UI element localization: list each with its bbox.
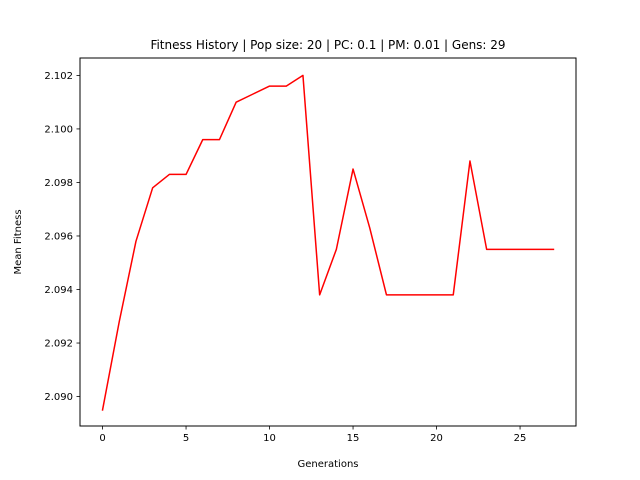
x-tick-label: 25 bbox=[514, 433, 527, 444]
y-tick-label: 2.090 bbox=[44, 392, 73, 403]
series-group bbox=[101, 74, 555, 411]
series-line bbox=[101, 74, 555, 411]
y-tick-label: 2.096 bbox=[44, 232, 73, 243]
x-axis-label: Generations bbox=[298, 459, 359, 470]
x-tick-label: 20 bbox=[430, 433, 443, 444]
x-axis-ticks: 0 5 10 15 20 25 bbox=[99, 426, 526, 444]
x-tick-label: 5 bbox=[183, 433, 189, 444]
y-axis-label: Mean Fitness bbox=[13, 209, 24, 274]
y-tick-label: 2.100 bbox=[44, 125, 73, 136]
y-tick-label: 2.102 bbox=[44, 71, 73, 82]
y-axis-ticks: 2.090 2.092 2.094 2.096 2.098 2.100 2.102 bbox=[44, 71, 80, 403]
x-tick-label: 0 bbox=[99, 433, 105, 444]
y-tick-label: 2.092 bbox=[44, 339, 73, 350]
x-tick-label: 15 bbox=[347, 433, 360, 444]
y-tick-label: 2.098 bbox=[44, 178, 73, 189]
plot-area bbox=[79, 57, 577, 427]
y-tick-label: 2.094 bbox=[44, 285, 73, 296]
axes-frame bbox=[79, 57, 577, 427]
x-tick-label: 10 bbox=[263, 433, 276, 444]
chart-title: Fitness History | Pop size: 20 | PC: 0.1… bbox=[150, 38, 505, 52]
